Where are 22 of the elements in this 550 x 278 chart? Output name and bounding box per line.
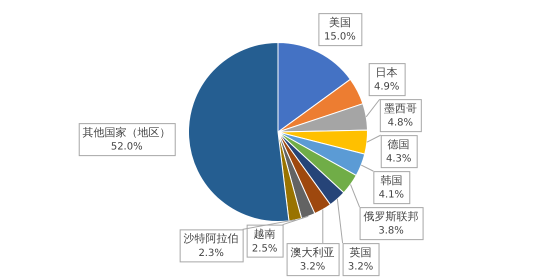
slice-label: 其他国家（地区） (82, 126, 171, 139)
slice-label: 英国 (350, 246, 372, 259)
data-label: 3.2% (300, 262, 326, 273)
data-label: 3.8% (378, 226, 404, 237)
data-label: 3.2% (348, 262, 374, 273)
slice-label: 日本 (376, 66, 398, 79)
data-label: 4.8% (388, 118, 414, 129)
slice-label: 美国 (328, 16, 351, 29)
slice-label: 沙特阿拉伯 (184, 232, 239, 246)
data-label: 4.1% (378, 190, 404, 201)
data-label: 52.0% (110, 142, 143, 153)
slice-label: 韩国 (380, 174, 402, 187)
slice-label: 俄罗斯联邦 (364, 210, 419, 223)
data-label: 4.9% (374, 82, 400, 93)
slice-label: 越南 (254, 228, 276, 241)
data-label: 2.3% (198, 248, 224, 259)
slice-label: 墨西哥 (384, 102, 417, 115)
data-label: 2.5% (252, 243, 278, 254)
slice-label: 德国 (388, 138, 410, 151)
data-label: 4.3% (386, 154, 412, 165)
data-label: 15.0% (324, 32, 356, 43)
slice-label: 澳大利亚 (290, 246, 335, 259)
